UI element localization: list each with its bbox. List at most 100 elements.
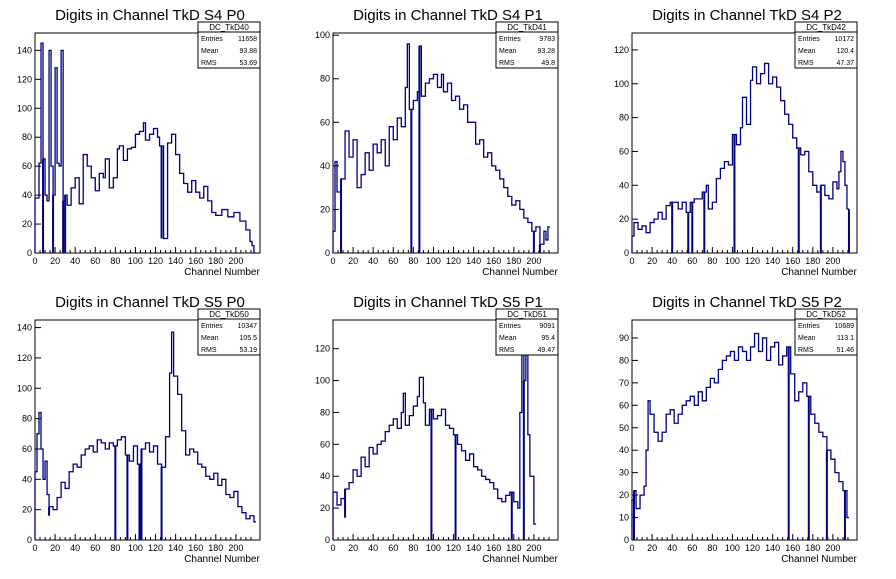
x-tick-label: 20 — [647, 256, 657, 266]
x-tick-label: 60 — [90, 543, 100, 553]
x-tick-label: 140 — [466, 543, 481, 553]
stats-box — [794, 21, 858, 69]
x-tick-label: 40 — [368, 543, 378, 553]
stats-label: Mean — [798, 48, 816, 55]
plot-frame — [34, 319, 261, 541]
stats-box-name: DC_TkD42 — [806, 23, 846, 32]
x-tick-label: 180 — [208, 543, 223, 553]
x-tick-label: 160 — [486, 543, 501, 553]
y-tick-label: 80 — [22, 132, 32, 142]
y-tick-label: 60 — [320, 117, 330, 127]
histogram-series — [332, 338, 536, 540]
x-tick-label: 40 — [667, 543, 677, 553]
stats-value: 53.19 — [239, 347, 257, 354]
x-tick-label: 80 — [110, 543, 120, 553]
y-tick-label: 20 — [22, 219, 32, 229]
x-tick-label: 140 — [765, 256, 780, 266]
x-tick-label: 160 — [785, 543, 800, 553]
x-tick-label: 80 — [707, 256, 717, 266]
y-tick-label: 0 — [27, 248, 32, 258]
x-tick-label: 140 — [466, 256, 481, 266]
plot-frame — [332, 319, 559, 541]
x-tick-label: 20 — [647, 543, 657, 553]
histogram-series — [34, 331, 256, 540]
y-tick-label: 100 — [315, 30, 330, 40]
stats-box-name: DC_TkD41 — [507, 23, 547, 32]
stats-value: 49.47 — [537, 347, 555, 354]
x-tick-label: 80 — [408, 543, 418, 553]
x-axis-label: Channel Number — [781, 267, 857, 278]
stats-label: Entries — [499, 36, 521, 43]
y-tick-label: 40 — [22, 474, 32, 484]
stats-value: 105.5 — [239, 335, 257, 342]
stats-box-name: DC_TkD51 — [507, 310, 547, 319]
x-axis-label: Channel Number — [781, 554, 857, 565]
x-tick-label: 60 — [388, 256, 398, 266]
stats-label: Mean — [499, 335, 517, 342]
y-tick-label: 60 — [320, 439, 330, 449]
x-axis-label: Channel Number — [482, 554, 558, 565]
stats-label: RMS — [201, 60, 217, 67]
stats-label: Mean — [201, 335, 219, 342]
stats-value: 49.8 — [541, 60, 555, 67]
x-tick-label: 80 — [110, 256, 120, 266]
stats-value: 9091 — [539, 323, 555, 330]
y-tick-label: 140 — [17, 45, 32, 55]
x-tick-label: 160 — [188, 543, 203, 553]
y-tick-label: 40 — [22, 190, 32, 200]
stats-label: RMS — [499, 347, 515, 354]
y-tick-label: 60 — [619, 146, 629, 156]
x-tick-label: 0 — [629, 256, 634, 266]
y-tick-label: 20 — [619, 490, 629, 500]
stats-value: 93.88 — [239, 48, 257, 55]
x-tick-label: 120 — [745, 256, 760, 266]
stats-box — [197, 21, 261, 69]
x-axis-label: Channel Number — [482, 267, 558, 278]
histogram-series — [332, 43, 550, 253]
y-tick-label: 10 — [619, 513, 629, 523]
x-tick-label: 120 — [745, 543, 760, 553]
stats-value: 53.69 — [239, 60, 257, 67]
y-tick-label: 80 — [320, 74, 330, 84]
histogram-svg: Digits in Channel TkD S5 P0 0 20 40 60 80 100 1… — [17, 294, 261, 565]
y-tick-label: 20 — [320, 204, 330, 214]
y-tick-label: 100 — [17, 103, 32, 113]
x-tick-label: 140 — [168, 256, 183, 266]
histogram-svg: Digits in Channel TkD S4 P1 0 20 40 60 80 100 1… — [315, 7, 559, 278]
x-tick-label: 140 — [765, 543, 780, 553]
chart-pad-s4-p2: Digits in Channel TkD S4 P2 0 20 40 60 80 100 1… — [597, 0, 896, 287]
y-tick-label: 100 — [17, 383, 32, 393]
histogram-svg: Digits in Channel TkD S5 P20 20 40 60 80 100 1… — [619, 294, 858, 565]
y-tick-label: 120 — [17, 353, 32, 363]
y-tick-label: 80 — [619, 113, 629, 123]
x-tick-label: 120 — [148, 543, 163, 553]
stats-value: 9783 — [539, 36, 555, 43]
y-tick-label: 0 — [325, 248, 330, 258]
stats-label: RMS — [798, 60, 814, 67]
x-tick-label: 200 — [228, 543, 243, 553]
y-tick-label: 120 — [17, 74, 32, 84]
histogram-series — [34, 42, 256, 254]
histogram-series — [631, 62, 849, 253]
x-tick-label: 140 — [168, 543, 183, 553]
x-tick-label: 60 — [388, 543, 398, 553]
stats-value: 93.28 — [537, 48, 555, 55]
x-tick-label: 40 — [667, 256, 677, 266]
stats-box-name: DC_TkD50 — [209, 310, 249, 319]
stats-box — [794, 308, 858, 356]
stats-box — [495, 308, 559, 356]
y-tick-label: 0 — [27, 535, 32, 545]
stats-label: Entries — [201, 323, 223, 330]
y-tick-label: 60 — [22, 161, 32, 171]
y-tick-label: 20 — [22, 505, 32, 515]
y-tick-label: 20 — [619, 214, 629, 224]
y-tick-label: 0 — [325, 535, 330, 545]
y-tick-label: 40 — [619, 445, 629, 455]
stats-value: 47.37 — [836, 60, 854, 67]
x-tick-label: 20 — [50, 543, 60, 553]
stats-box — [197, 308, 261, 356]
y-tick-label: 140 — [17, 323, 32, 333]
y-tick-label: 40 — [320, 471, 330, 481]
y-tick-label: 80 — [22, 414, 32, 424]
x-tick-label: 0 — [330, 256, 335, 266]
